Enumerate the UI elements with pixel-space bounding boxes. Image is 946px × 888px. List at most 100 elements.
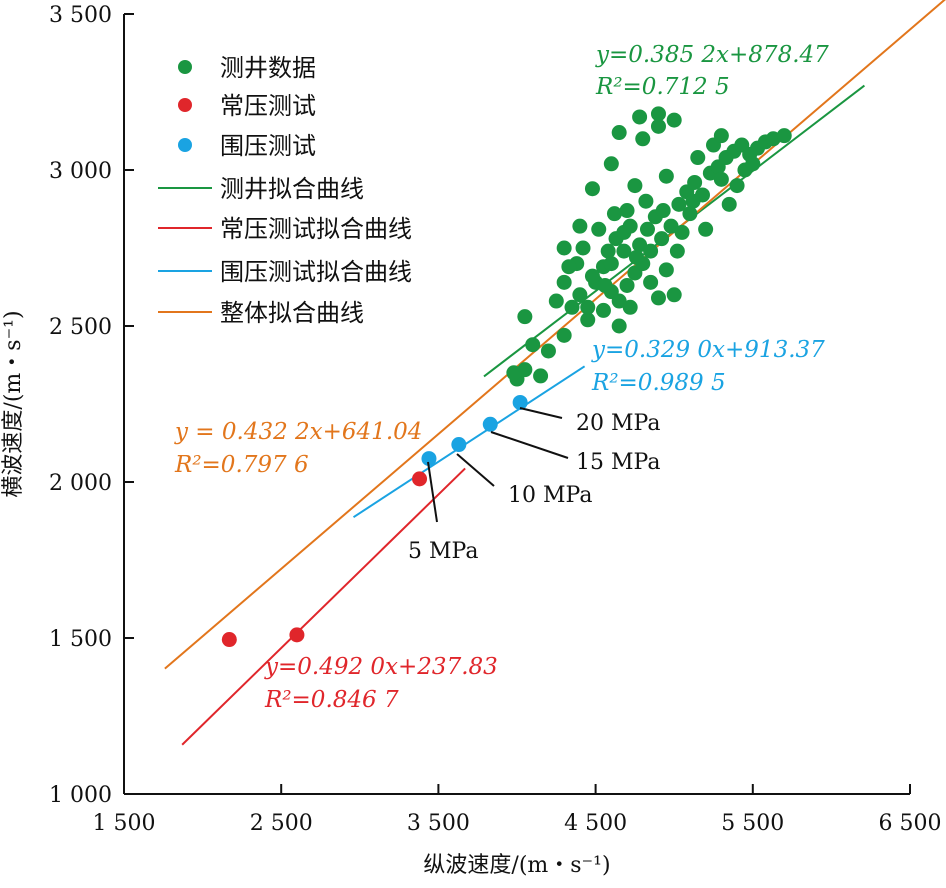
data-point-series-0 — [658, 168, 674, 184]
data-point-series-0 — [658, 262, 674, 278]
data-point-series-0 — [643, 243, 659, 259]
data-point-series-0 — [713, 171, 729, 187]
legend-label-logging-fit: 测井拟合曲线 — [220, 175, 364, 203]
y-tick-label: 1 000 — [49, 783, 112, 808]
data-point-series-0 — [611, 125, 627, 141]
data-point-series-0 — [597, 277, 613, 293]
data-point-series-0 — [632, 237, 648, 253]
x-tick-label: 1 500 — [93, 811, 156, 836]
leader-5mpa — [427, 461, 438, 523]
legend-label-confined-fit: 围压测试拟合曲线 — [220, 258, 412, 286]
pressure-label-15mpa: 15 MPa — [576, 450, 660, 475]
data-point-series-0 — [687, 174, 703, 190]
data-point-series-0 — [525, 337, 541, 353]
pressure-label-20mpa: 20 MPa — [576, 411, 660, 436]
data-point-series-0 — [572, 218, 588, 234]
data-point-series-0 — [584, 181, 600, 197]
data-point-series-0 — [666, 287, 682, 303]
data-point-series-0 — [663, 218, 679, 234]
data-point-series-0 — [650, 290, 666, 306]
data-point-series-0 — [682, 206, 698, 222]
data-point-series-0 — [556, 327, 572, 343]
y-tick-label: 3 000 — [49, 159, 112, 184]
data-point-series-1 — [412, 471, 428, 487]
legend-label-logging: 测井数据 — [220, 54, 316, 82]
data-point-series-2 — [421, 451, 437, 467]
data-point-series-0 — [627, 178, 643, 194]
data-point-series-0 — [533, 368, 549, 384]
data-point-series-2 — [512, 394, 528, 410]
data-point-series-0 — [580, 312, 596, 328]
data-point-series-0 — [632, 109, 648, 125]
data-point-series-0 — [666, 112, 682, 128]
data-point-series-0 — [580, 299, 596, 315]
r2-normal: R²=0.846 7 — [264, 687, 399, 713]
legend-marker-logging — [178, 60, 192, 74]
data-point-series-0 — [572, 287, 588, 303]
data-point-series-0 — [603, 256, 619, 272]
data-point-series-1 — [289, 627, 305, 643]
data-point-series-0 — [671, 196, 687, 212]
data-point-series-1 — [221, 632, 237, 648]
fit-line-3 — [164, 0, 946, 670]
data-point-series-0 — [556, 274, 572, 290]
fit-line-2 — [352, 365, 586, 519]
data-point-series-0 — [600, 243, 616, 259]
legend-label-overall-fit: 整体拟合曲线 — [220, 299, 364, 327]
data-point-series-0 — [635, 131, 651, 147]
data-point-series-0 — [685, 193, 701, 209]
x-tick-label: 5 500 — [721, 811, 784, 836]
data-point-series-0 — [619, 277, 635, 293]
data-point-series-0 — [622, 299, 638, 315]
x-tick-label: 6 500 — [879, 811, 942, 836]
data-point-series-0 — [611, 293, 627, 309]
data-point-series-0 — [638, 193, 654, 209]
pressure-label-10mpa: 10 MPa — [508, 483, 592, 508]
x-tick-label: 2 500 — [250, 811, 313, 836]
data-point-series-0 — [622, 218, 638, 234]
data-point-series-0 — [595, 302, 611, 318]
x-tick-label: 3 500 — [407, 811, 470, 836]
data-point-series-0 — [650, 118, 666, 134]
data-point-series-0 — [561, 259, 577, 275]
legend-marker-normal — [178, 98, 192, 112]
y-tick-label: 2 500 — [49, 315, 112, 340]
y-axis-title: 横波速度/(m・s⁻¹) — [1, 310, 26, 497]
data-point-series-0 — [655, 203, 671, 219]
data-point-series-0 — [611, 318, 627, 334]
equation-logging: y=0.385 2x+878.47 — [595, 42, 829, 68]
data-point-series-0 — [669, 243, 685, 259]
x-tick-label: 4 500 — [564, 811, 627, 836]
y-tick-label: 1 500 — [49, 627, 112, 652]
leader-20mpa — [519, 407, 563, 419]
data-point-series-0 — [606, 206, 622, 222]
data-point-series-0 — [591, 221, 607, 237]
data-point-series-0 — [603, 156, 619, 172]
r2-logging: R²=0.712 5 — [595, 74, 730, 100]
data-point-series-0 — [654, 231, 670, 247]
data-point-series-0 — [548, 293, 564, 309]
equation-confined: y=0.329 0x+913.37 — [591, 337, 825, 363]
leader-15mpa — [490, 431, 569, 459]
data-point-series-0 — [690, 150, 706, 166]
data-point-series-0 — [776, 128, 792, 144]
legend-label-normal-fit: 常压测试拟合曲线 — [220, 215, 412, 243]
y-tick-label: 2 000 — [49, 471, 112, 496]
legend: 测井数据 常压测试 围压测试 测井拟合曲线 常压测试拟合曲线 围压测试拟合曲线 … — [158, 54, 412, 327]
r2-confined: R²=0.989 5 — [591, 370, 726, 396]
data-point-series-0 — [540, 343, 556, 359]
legend-label-confined: 围压测试 — [220, 132, 316, 160]
fit-line-1 — [181, 467, 466, 746]
data-point-series-0 — [517, 309, 533, 325]
data-point-series-2 — [482, 416, 498, 432]
data-point-series-0 — [713, 128, 729, 144]
x-axis-title: 纵波速度/(m・s⁻¹) — [423, 853, 610, 878]
data-point-series-0 — [745, 156, 761, 172]
data-point-series-0 — [721, 196, 737, 212]
data-point-series-0 — [575, 240, 591, 256]
data-point-series-0 — [650, 106, 666, 122]
pressure-label-5mpa: 5 MPa — [408, 539, 478, 564]
data-point-series-0 — [698, 221, 714, 237]
